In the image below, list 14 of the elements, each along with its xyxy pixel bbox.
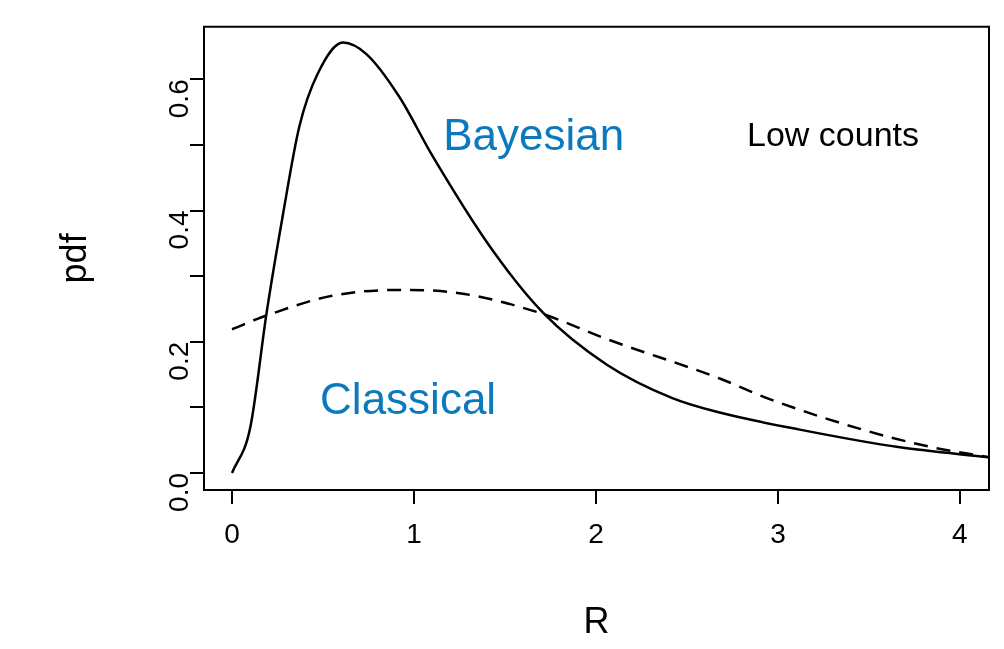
x-tick-label: 2 — [588, 517, 604, 549]
annotation: Low counts — [747, 115, 919, 154]
y-axis-title: pdf — [52, 232, 94, 284]
x-axis-title: R — [583, 600, 610, 642]
series-label: Classical — [320, 374, 497, 424]
y-tick-label: 0.2 — [162, 341, 194, 381]
x-tick-label: 0 — [224, 517, 240, 549]
y-tick-label: 0.6 — [162, 79, 194, 119]
x-tick-label: 1 — [406, 517, 422, 549]
x-tick-label: 3 — [770, 517, 786, 549]
x-tick-label: 4 — [952, 517, 968, 549]
y-tick-label: 0.4 — [162, 210, 194, 250]
series-label: Bayesian — [443, 110, 625, 160]
y-tick-label: 0.0 — [162, 472, 194, 512]
